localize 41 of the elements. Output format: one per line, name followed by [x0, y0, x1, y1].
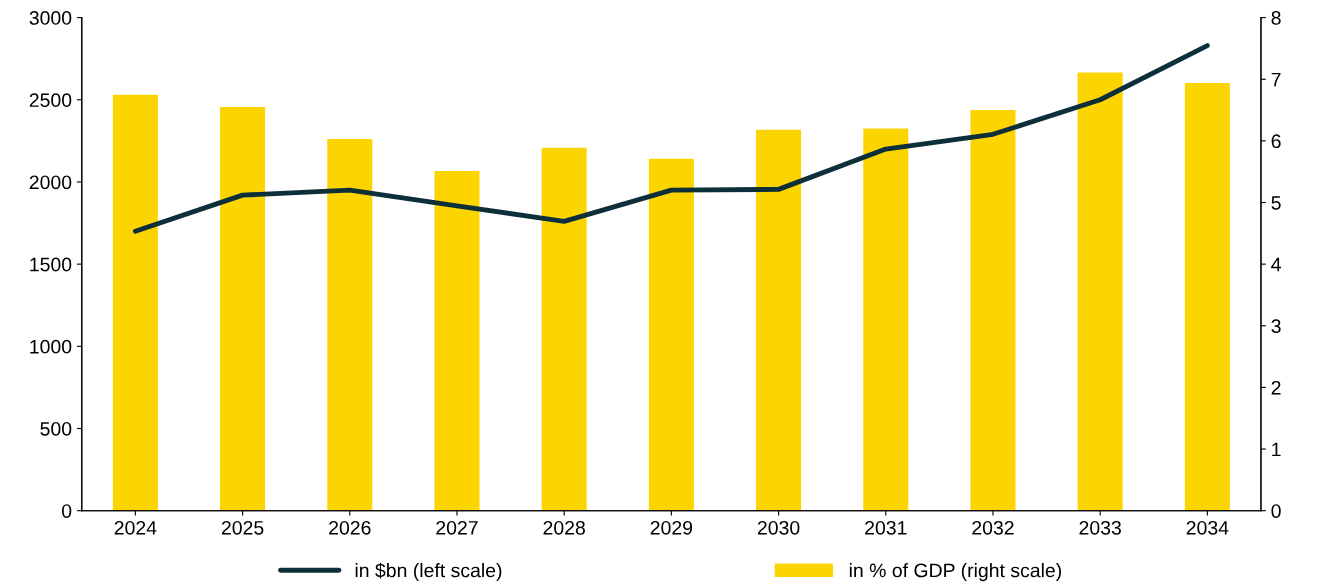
y2-tick-label: 5 [1271, 196, 1281, 210]
y-tick-label: 500 [40, 421, 72, 436]
y-tick-label: 3000 [29, 11, 72, 25]
bar [756, 129, 802, 511]
x-tick-label: 2032 [972, 520, 1014, 535]
x-tick-label: 2031 [865, 520, 907, 535]
bar [970, 110, 1016, 511]
x-tick-label: 2024 [114, 520, 157, 535]
bar [541, 147, 587, 511]
bar [112, 94, 158, 511]
bar [327, 139, 373, 511]
bar [220, 106, 266, 511]
bar [863, 128, 909, 511]
bar [648, 158, 694, 511]
x-tick-label: 2029 [650, 520, 693, 535]
y2-tick-label: 4 [1271, 257, 1281, 272]
x-tick-label: 2027 [436, 520, 478, 535]
y-tick-label: 1000 [30, 339, 72, 354]
y2-tick-label: 7 [1271, 72, 1281, 87]
y-tick-label: 2500 [29, 93, 72, 108]
y-tick-label: 1500 [30, 257, 72, 272]
y-tick-label: 2000 [29, 175, 72, 190]
y2-tick-label: 1 [1272, 442, 1281, 457]
x-tick-label: 2033 [1079, 520, 1121, 535]
x-tick-label: 2028 [543, 520, 585, 535]
legend-label: in $bn (left scale) [355, 562, 502, 582]
legend-label: in % of GDP (right scale) [849, 563, 1061, 582]
x-tick-label: 2026 [329, 520, 371, 535]
x-tick-label: 2034 [1186, 520, 1229, 535]
bar [1077, 72, 1123, 511]
line-series [132, 43, 1210, 234]
x-tick-label: 2025 [221, 520, 264, 535]
y2-tick-label: 0 [1271, 504, 1281, 518]
bar [1184, 82, 1230, 511]
y2-tick-label: 8 [1271, 11, 1281, 25]
y2-tick-label: 3 [1271, 319, 1281, 334]
y2-tick-label: 6 [1271, 134, 1281, 149]
x-tick-label: 2030 [757, 520, 800, 535]
y-tick-label: 0 [62, 504, 72, 518]
y2-tick-label: 2 [1271, 380, 1281, 395]
bar [434, 171, 480, 511]
